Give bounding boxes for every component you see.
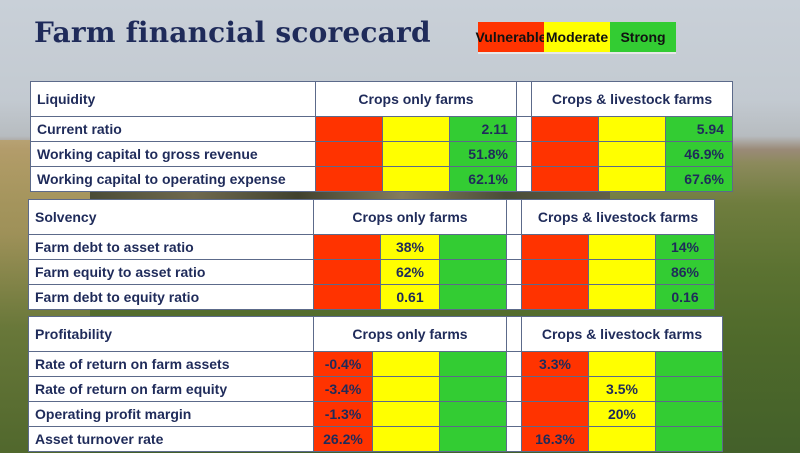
- metric-value: 62.1%: [449, 166, 517, 192]
- legend-strong: Strong: [610, 22, 676, 52]
- table-row: Farm debt to asset ratio 38% 14%: [28, 234, 715, 260]
- group-header-crops-only: Crops only farms: [315, 81, 517, 117]
- metric-value: 67.6%: [665, 166, 733, 192]
- table-row: Operating profit margin -1.3% 20%: [28, 401, 723, 427]
- table-row: Rate of return on farm assets -0.4% 3.3%: [28, 351, 723, 377]
- group-header-crops-livestock: Crops & livestock farms: [521, 199, 715, 235]
- table-row: Current ratio 2.11 5.94: [30, 116, 733, 142]
- metric-label: Working capital to gross revenue: [30, 141, 316, 167]
- metric-value: 46.9%: [665, 141, 733, 167]
- metric-value: 51.8%: [449, 141, 517, 167]
- metric-label: Working capital to operating expense: [30, 166, 316, 192]
- metric-value: 16.3%: [521, 426, 589, 452]
- group-header-crops-only: Crops only farms: [313, 316, 507, 352]
- metric-label: Rate of return on farm assets: [28, 351, 314, 377]
- metric-value: 0.16: [655, 284, 715, 310]
- table-row: Asset turnover rate 26.2% 16.3%: [28, 426, 723, 452]
- metric-value: 3.3%: [521, 351, 589, 377]
- table-row: Rate of return on farm equity -3.4% 3.5%: [28, 376, 723, 402]
- metric-label: Farm debt to equity ratio: [28, 284, 314, 310]
- metric-label: Current ratio: [30, 116, 316, 142]
- metric-value: -1.3%: [313, 401, 373, 427]
- metric-value: 0.61: [380, 284, 440, 310]
- liquidity-table: Liquidity Crops only farms Crops & lives…: [30, 81, 733, 192]
- metric-value: 3.5%: [588, 376, 656, 402]
- profitability-table: Profitability Crops only farms Crops & l…: [28, 316, 723, 452]
- metric-label: Farm debt to asset ratio: [28, 234, 314, 260]
- solvency-table: Solvency Crops only farms Crops & livest…: [28, 199, 715, 310]
- table-row: Farm debt to equity ratio 0.61 0.16: [28, 284, 715, 310]
- metric-value: 86%: [655, 259, 715, 285]
- metric-value: 14%: [655, 234, 715, 260]
- group-header-crops-only: Crops only farms: [313, 199, 507, 235]
- metric-label: Farm equity to asset ratio: [28, 259, 314, 285]
- page-title: Farm financial scorecard: [34, 16, 431, 49]
- metric-value: 20%: [588, 401, 656, 427]
- section-title: Liquidity: [30, 81, 316, 117]
- section-title: Profitability: [28, 316, 314, 352]
- table-row: Working capital to operating expense 62.…: [30, 166, 733, 192]
- section-title: Solvency: [28, 199, 314, 235]
- group-header-crops-livestock: Crops & livestock farms: [531, 81, 733, 117]
- legend-vulnerable: Vulnerable: [475, 22, 547, 52]
- metric-label: Asset turnover rate: [28, 426, 314, 452]
- metric-label: Rate of return on farm equity: [28, 376, 314, 402]
- legend-moderate: Moderate: [544, 22, 610, 52]
- metric-value: 2.11: [449, 116, 517, 142]
- group-header-crops-livestock: Crops & livestock farms: [521, 316, 723, 352]
- metric-value: -0.4%: [313, 351, 373, 377]
- metric-value: 26.2%: [313, 426, 373, 452]
- metric-label: Operating profit margin: [28, 401, 314, 427]
- table-row: Farm equity to asset ratio 62% 86%: [28, 259, 715, 285]
- metric-value: 5.94: [665, 116, 733, 142]
- table-row: Working capital to gross revenue 51.8% 4…: [30, 141, 733, 167]
- metric-value: 38%: [380, 234, 440, 260]
- rating-legend: Vulnerable Moderate Strong: [475, 22, 676, 54]
- metric-value: 62%: [380, 259, 440, 285]
- metric-value: -3.4%: [313, 376, 373, 402]
